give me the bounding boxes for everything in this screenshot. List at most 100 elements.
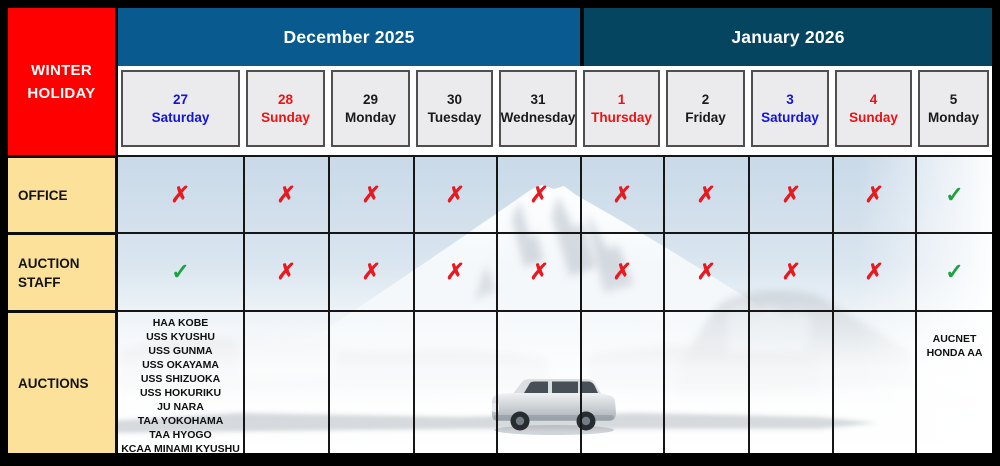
right-fog	[858, 155, 992, 453]
auction-name: HAA KOBE	[152, 317, 209, 329]
date-day-name: Thursday	[591, 109, 652, 125]
date-cell-31: 31 Wednesday	[496, 66, 580, 155]
date-chip: 5 Monday	[918, 70, 989, 147]
office-mark-cell: ✗	[496, 155, 580, 232]
date-day-name: Saturday	[151, 109, 210, 125]
staff-mark-cell: ✗	[580, 232, 663, 310]
auction-cell: HAA KOBE USS KYUSHU USS GUNMA USS OKAYAMA US…	[118, 310, 243, 455]
date-cell-27: 27 Saturday	[118, 66, 243, 155]
auction-name: AUCNET	[932, 333, 977, 345]
page-title: WINTER HOLIDAY	[27, 61, 96, 102]
date-cell-5: 5 Monday	[915, 66, 992, 155]
office-mark-cell: ✗	[832, 155, 915, 232]
office-mark-cell: ✗	[243, 155, 328, 232]
auction-staff-label: AUCTION STAFF	[18, 255, 80, 290]
row-label-office: OFFICE	[8, 155, 118, 232]
date-chip: 27 Saturday	[121, 70, 240, 147]
office-mark-cell: ✓	[915, 155, 992, 232]
office-mark-cell: ✗	[328, 155, 413, 232]
month-header-december: December 2025	[118, 8, 580, 66]
date-chip: 31 Wednesday	[499, 70, 577, 147]
staff-mark-cell: ✗	[496, 232, 580, 310]
snow-berm	[118, 413, 878, 433]
date-chip: 28 Sunday	[246, 70, 325, 147]
office-mark-cell: ✗	[580, 155, 663, 232]
date-chip: 3 Saturday	[751, 70, 829, 147]
auction-cell: AUCNET HONDA AA	[915, 310, 992, 453]
office-mark-cell: ✗	[118, 155, 243, 232]
cross-mark-icon: ✗	[445, 259, 466, 284]
date-cell-2: 2 Friday	[663, 66, 748, 155]
date-day-name: Saturday	[761, 109, 819, 125]
date-number: 31	[530, 91, 546, 107]
row-label-auctions: AUCTIONS	[8, 310, 118, 453]
cross-mark-icon: ✗	[528, 181, 550, 207]
cross-mark-icon: ✗	[170, 181, 191, 207]
auction-cell	[243, 310, 328, 453]
date-number: 3	[786, 91, 794, 107]
cross-mark-icon: ✗	[864, 259, 885, 284]
date-day-name: Sunday	[849, 109, 898, 125]
month-january-label: January 2026	[731, 26, 845, 47]
winter-photo	[118, 155, 992, 453]
staff-mark-cell: ✓	[118, 232, 243, 310]
check-mark-icon: ✓	[171, 259, 190, 284]
auction-name: USS KYUSHU	[146, 331, 215, 343]
check-mark-icon: ✓	[945, 259, 964, 284]
cross-mark-icon: ✗	[696, 259, 717, 284]
date-cell-1: 1 Thursday	[580, 66, 663, 155]
title-box: WINTER HOLIDAY	[8, 8, 118, 155]
office-label: OFFICE	[18, 187, 68, 203]
month-header-january: January 2026	[580, 8, 992, 66]
office-mark-cell: ✗	[413, 155, 496, 232]
date-day-name: Friday	[685, 109, 726, 125]
cross-mark-icon: ✗	[612, 259, 633, 284]
date-chip: 1 Thursday	[583, 70, 660, 147]
auction-cell	[580, 310, 663, 453]
date-cell-28: 28 Sunday	[243, 66, 328, 155]
date-number: 4	[869, 91, 878, 107]
cross-mark-icon: ✗	[864, 181, 885, 207]
staff-mark-cell: ✗	[413, 232, 496, 310]
cross-mark-icon: ✗	[780, 181, 802, 207]
row-label-auction-staff: AUCTION STAFF	[8, 232, 118, 310]
date-day-name: Wednesday	[500, 109, 576, 125]
auction-name: USS SHIZUOKA	[140, 373, 221, 385]
cross-mark-icon: ✗	[276, 259, 297, 284]
auction-cell	[748, 310, 832, 453]
date-number: 30	[446, 91, 463, 107]
auctions-label: AUCTIONS	[18, 375, 89, 391]
staff-mark-cell: ✗	[748, 232, 832, 310]
auction-name: HONDA AA	[926, 347, 983, 359]
cross-mark-icon: ✗	[528, 259, 550, 284]
month-december-label: December 2025	[283, 26, 415, 47]
date-cell-29: 29 Monday	[328, 66, 413, 155]
office-mark-cell: ✗	[748, 155, 832, 232]
auction-cell	[413, 310, 496, 453]
auction-name: USS HOKURIKU	[139, 387, 222, 399]
date-day-name: Sunday	[261, 109, 310, 125]
auction-cell	[832, 310, 915, 453]
date-chip: 2 Friday	[666, 70, 745, 147]
suv-car	[492, 379, 616, 435]
auction-name: USS OKAYAMA	[142, 359, 219, 371]
date-number: 1	[617, 91, 626, 107]
date-chip: 30 Tuesday	[416, 70, 493, 147]
auction-name: USS GUNMA	[148, 345, 213, 357]
date-day-name: Tuesday	[427, 109, 482, 125]
date-cell-30: 30 Tuesday	[413, 66, 496, 155]
date-number: 29	[362, 91, 379, 107]
auction-cell	[328, 310, 413, 453]
cross-mark-icon: ✗	[445, 181, 466, 207]
office-mark-cell: ✗	[663, 155, 748, 232]
auction-name: KCAA MINAMI KYUSHU	[121, 443, 240, 455]
date-number: 2	[701, 91, 710, 107]
date-chip: 29 Monday	[331, 70, 410, 147]
date-cell-4: 4 Sunday	[832, 66, 915, 155]
auction-name: TAA YOKOHAMA	[137, 415, 224, 427]
date-number: 28	[277, 91, 294, 107]
date-chip: 4 Sunday	[835, 70, 912, 147]
winter-scene-illustration	[118, 155, 992, 453]
staff-mark-cell: ✗	[663, 232, 748, 310]
